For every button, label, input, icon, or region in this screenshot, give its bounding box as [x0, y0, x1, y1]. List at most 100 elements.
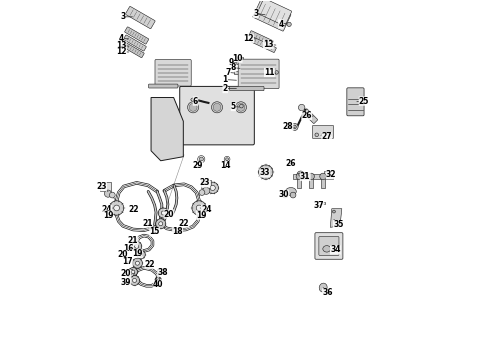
Text: 23: 23: [97, 182, 108, 192]
FancyBboxPatch shape: [249, 31, 273, 46]
Bar: [294, 174, 333, 179]
Text: 26: 26: [285, 159, 295, 168]
Circle shape: [135, 261, 140, 265]
Text: 35: 35: [333, 220, 343, 229]
Circle shape: [114, 205, 120, 211]
Text: 38: 38: [157, 268, 168, 277]
Circle shape: [291, 123, 298, 131]
FancyBboxPatch shape: [124, 27, 148, 44]
Text: 33: 33: [260, 168, 270, 177]
Circle shape: [126, 269, 134, 277]
Circle shape: [192, 201, 206, 215]
Text: 4: 4: [119, 34, 129, 43]
Text: 31: 31: [300, 172, 311, 181]
Text: 39: 39: [121, 278, 131, 287]
Circle shape: [287, 22, 291, 27]
Text: 34: 34: [330, 245, 341, 255]
Circle shape: [109, 201, 124, 215]
Circle shape: [207, 182, 219, 194]
Text: 24: 24: [102, 205, 113, 214]
Circle shape: [196, 205, 202, 211]
Circle shape: [104, 190, 112, 197]
Text: 12: 12: [244, 34, 256, 43]
FancyBboxPatch shape: [319, 237, 339, 255]
FancyBboxPatch shape: [180, 86, 254, 145]
FancyBboxPatch shape: [122, 42, 144, 58]
FancyBboxPatch shape: [315, 233, 343, 259]
Text: 30: 30: [278, 190, 289, 199]
Circle shape: [129, 272, 132, 275]
Circle shape: [131, 270, 135, 274]
Text: 11: 11: [264, 68, 276, 77]
Text: 17: 17: [122, 257, 133, 266]
Circle shape: [259, 165, 273, 179]
Text: 25: 25: [357, 96, 369, 105]
FancyBboxPatch shape: [251, 37, 276, 53]
Circle shape: [156, 219, 166, 229]
Bar: [321, 202, 325, 204]
Text: 29: 29: [193, 160, 203, 170]
Text: 20: 20: [117, 250, 127, 259]
Circle shape: [290, 192, 296, 198]
Text: 28: 28: [283, 122, 294, 131]
Text: 13: 13: [116, 41, 129, 50]
Polygon shape: [330, 209, 342, 227]
Ellipse shape: [319, 283, 327, 292]
Circle shape: [328, 133, 331, 136]
Text: 8: 8: [231, 63, 240, 72]
Text: 27: 27: [321, 132, 332, 141]
Circle shape: [189, 103, 197, 111]
Text: 22: 22: [128, 205, 139, 214]
Circle shape: [132, 258, 143, 268]
Text: 16: 16: [123, 244, 134, 253]
Circle shape: [199, 157, 203, 161]
Circle shape: [337, 222, 340, 225]
Text: 19: 19: [103, 211, 114, 220]
Text: 9: 9: [229, 58, 237, 67]
Text: 32: 32: [326, 170, 336, 179]
Circle shape: [161, 211, 165, 215]
FancyBboxPatch shape: [123, 35, 147, 51]
Bar: [324, 171, 330, 176]
FancyBboxPatch shape: [125, 6, 155, 29]
Circle shape: [210, 185, 215, 190]
Circle shape: [297, 171, 304, 178]
FancyBboxPatch shape: [230, 86, 264, 91]
Circle shape: [132, 241, 142, 251]
Circle shape: [158, 208, 168, 218]
Text: 21: 21: [142, 219, 153, 228]
Circle shape: [129, 267, 137, 276]
Circle shape: [333, 210, 335, 213]
Bar: [237, 57, 243, 59]
FancyBboxPatch shape: [257, 0, 292, 26]
Text: 21: 21: [128, 237, 138, 246]
Text: 40: 40: [153, 280, 164, 289]
Text: 12: 12: [116, 48, 129, 57]
Circle shape: [298, 104, 305, 111]
Text: 4: 4: [278, 19, 287, 28]
Circle shape: [139, 253, 143, 256]
Text: 2: 2: [222, 84, 237, 93]
Text: 13: 13: [263, 40, 276, 49]
Text: 14: 14: [220, 161, 230, 170]
Circle shape: [237, 103, 245, 111]
Text: 15: 15: [149, 228, 160, 237]
FancyBboxPatch shape: [253, 0, 291, 31]
Text: 18: 18: [172, 228, 183, 237]
Ellipse shape: [191, 98, 197, 102]
Circle shape: [262, 168, 270, 176]
Text: 7: 7: [225, 68, 235, 77]
Circle shape: [321, 133, 325, 136]
Circle shape: [159, 222, 163, 226]
Text: 36: 36: [322, 288, 333, 297]
Circle shape: [203, 187, 210, 194]
Bar: [297, 178, 301, 188]
Text: 24: 24: [200, 205, 212, 214]
FancyBboxPatch shape: [238, 59, 279, 89]
Circle shape: [212, 102, 222, 113]
Circle shape: [275, 71, 278, 74]
Circle shape: [225, 158, 228, 161]
Text: 20: 20: [164, 210, 174, 219]
Circle shape: [129, 275, 140, 285]
Circle shape: [135, 244, 139, 248]
